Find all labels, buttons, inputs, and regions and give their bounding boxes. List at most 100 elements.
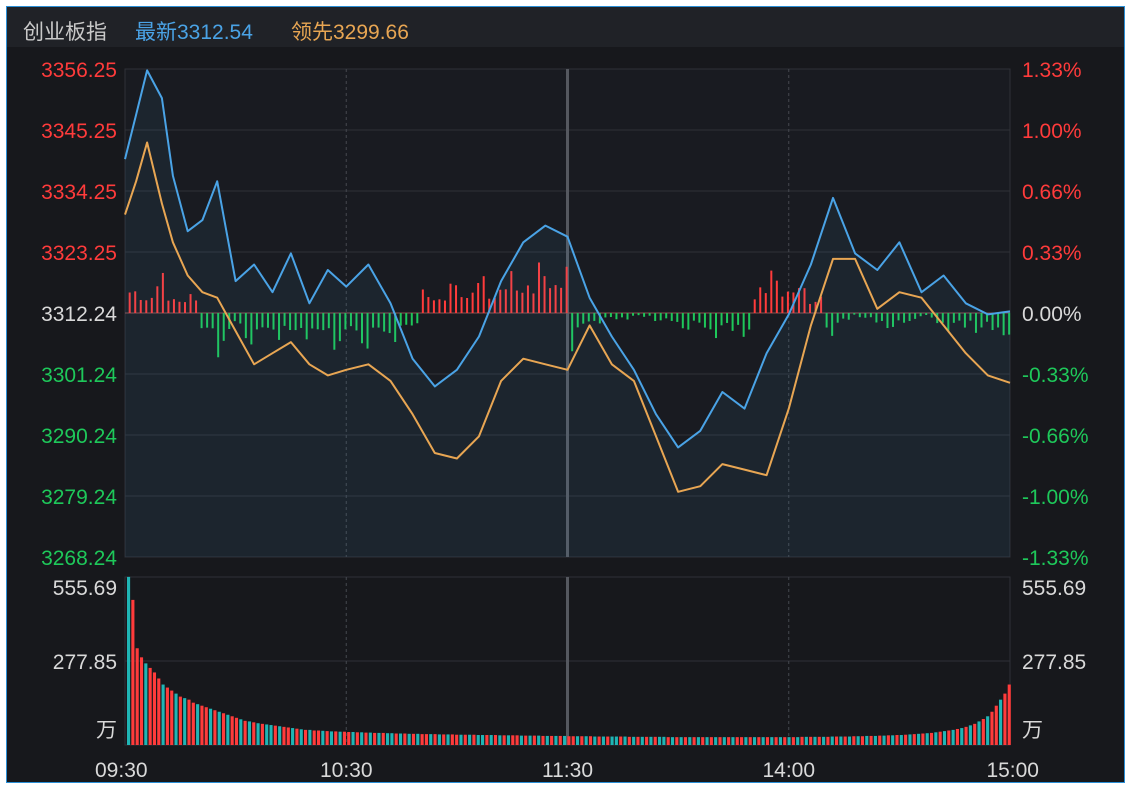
change-bar — [875, 313, 878, 323]
volume-bar — [131, 599, 135, 745]
volume-bar — [882, 735, 886, 745]
volume-bar — [645, 736, 649, 745]
volume-bar — [580, 736, 584, 745]
change-bar — [753, 299, 756, 314]
volume-bar — [878, 735, 882, 745]
volume-bar — [640, 736, 644, 745]
change-bar — [394, 313, 397, 343]
volume-bar — [912, 734, 916, 745]
change-bar — [471, 292, 474, 314]
volume-bar — [398, 733, 403, 745]
change-bar — [803, 288, 806, 314]
volume-bar — [450, 734, 454, 745]
volume-bar — [515, 735, 519, 745]
volume-tick-label: 277.85 — [53, 651, 117, 674]
volume-bar — [817, 736, 821, 745]
volume-bar — [174, 693, 178, 745]
percent-tick-label: -1.00% — [1022, 486, 1089, 509]
volume-bar — [334, 731, 338, 745]
volume-bar — [355, 732, 359, 745]
change-bar — [272, 313, 275, 330]
volume-bar — [921, 733, 925, 745]
volume-bar — [511, 735, 515, 745]
volume-bar — [390, 733, 394, 745]
volume-bar — [342, 731, 346, 745]
change-bar — [576, 313, 579, 328]
volume-bar — [148, 667, 152, 745]
percent-tick-label: -1.33% — [1022, 547, 1089, 570]
volume-bar — [321, 730, 325, 745]
volume-bar — [623, 736, 627, 745]
change-bar — [128, 292, 131, 314]
volume-bar — [718, 737, 722, 745]
volume-bar — [230, 716, 234, 745]
volume-bar — [191, 702, 195, 745]
volume-bar — [886, 735, 890, 745]
change-bar — [250, 313, 253, 345]
volume-bar — [260, 723, 264, 745]
change-bar — [283, 313, 286, 326]
volume-bar — [550, 735, 554, 745]
change-bar — [455, 285, 458, 314]
time-tick-label: 10:30 — [320, 759, 373, 782]
change-bar — [338, 313, 341, 342]
volume-grid — [124, 576, 1011, 746]
volume-bar — [964, 726, 968, 745]
change-bar — [289, 313, 292, 330]
time-tick-label: 15:00 — [986, 759, 1039, 782]
volume-bar — [567, 736, 571, 745]
change-bar — [383, 313, 386, 332]
change-bar — [493, 297, 496, 314]
change-bar — [549, 288, 552, 314]
change-bar — [681, 313, 684, 329]
volume-bar — [420, 734, 424, 745]
volume-bar — [196, 704, 200, 745]
percent-tick-label: 1.33% — [1022, 59, 1082, 82]
volume-bar — [247, 721, 251, 745]
change-bar — [886, 313, 889, 329]
change-bar — [510, 271, 513, 314]
volume-bar — [757, 737, 761, 745]
change-bar — [892, 313, 894, 327]
change-bar — [538, 262, 540, 314]
change-bar — [582, 313, 585, 324]
change-bar — [438, 299, 441, 314]
volume-bar — [278, 726, 282, 745]
change-bar — [333, 313, 336, 350]
change-bar — [952, 313, 955, 323]
change-bar — [134, 291, 137, 314]
volume-bar — [973, 723, 977, 745]
change-bar — [377, 313, 380, 328]
volume-bar — [554, 735, 558, 745]
volume-bar — [165, 687, 169, 745]
volume-bar — [597, 736, 601, 745]
change-bar — [311, 313, 314, 329]
volume-bar — [493, 735, 498, 745]
intraday-chart: 3356.25 1.33% 3345.25 1.00% 3334.25 0.66% 3323… — [41, 59, 1089, 782]
change-bar — [598, 313, 601, 324]
change-bar — [316, 313, 319, 330]
price-tick-label: 3356.25 — [41, 59, 117, 82]
change-bar — [344, 313, 347, 330]
volume-bar — [411, 733, 416, 745]
volume-bar — [347, 731, 351, 745]
change-bar — [914, 313, 917, 319]
change-bar — [1008, 313, 1011, 335]
volume-bar — [299, 729, 303, 745]
volume-bar — [873, 735, 877, 745]
volume-tick-label: 277.85 — [1022, 651, 1086, 674]
change-bar — [842, 313, 845, 319]
volume-bar — [468, 734, 472, 745]
volume-bar — [325, 731, 329, 745]
volume-bar — [977, 721, 981, 745]
change-bar — [161, 272, 164, 314]
volume-bar — [519, 735, 523, 745]
volume-bar — [304, 729, 308, 745]
change-bar — [814, 301, 817, 314]
percent-tick-label: 0.66% — [1022, 181, 1082, 204]
volume-bar — [934, 732, 938, 745]
volume-bar — [813, 736, 817, 745]
volume-bar — [364, 732, 368, 745]
change-bar — [947, 313, 950, 332]
leading-label: 领先 — [291, 21, 333, 44]
